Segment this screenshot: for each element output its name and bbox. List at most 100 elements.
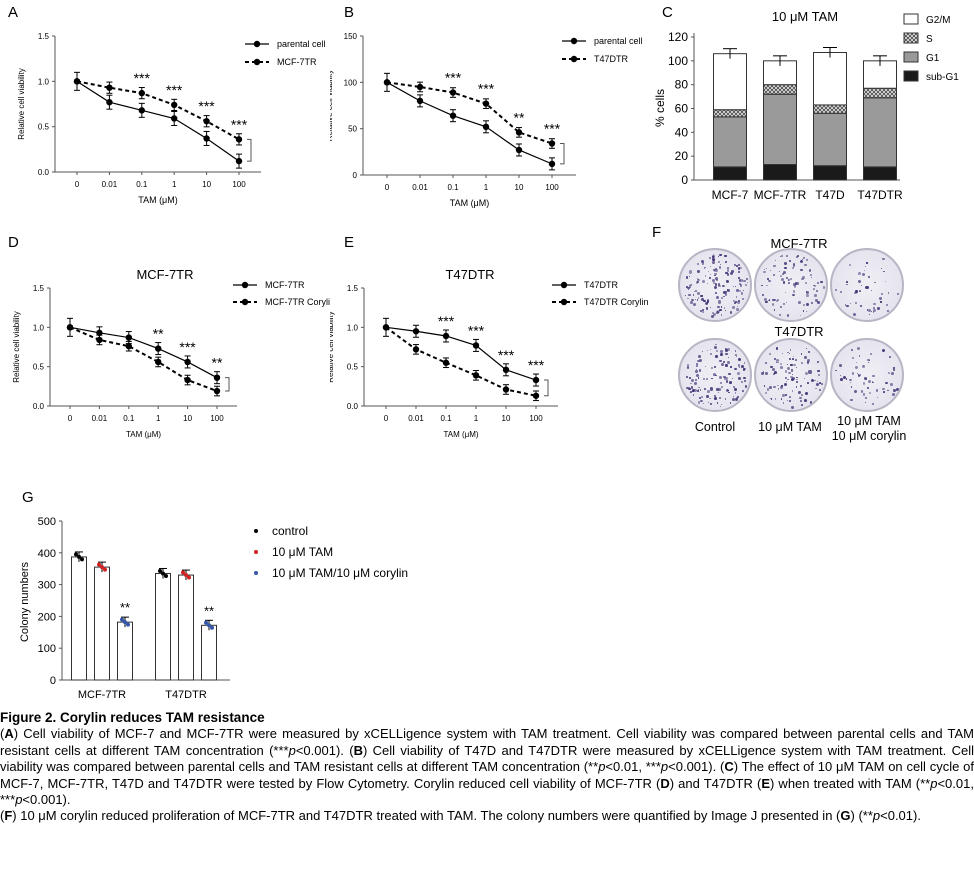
colony-dot (709, 273, 711, 276)
colony-dot (710, 265, 712, 267)
colony-dot (734, 302, 736, 304)
colony-dot (849, 379, 851, 382)
d-xtick-label: 1 (156, 414, 161, 423)
g-data-point (187, 575, 191, 580)
colony-dot (718, 266, 722, 269)
colony-dot (877, 396, 879, 398)
col-label-tam-corylin-1: 10 μM TAM (837, 414, 901, 428)
colony-dot (712, 255, 716, 259)
colony-dot (799, 396, 802, 400)
colony-dot (773, 386, 776, 389)
colony-dot (881, 257, 885, 261)
colony-dot (697, 401, 701, 404)
colony-dot (715, 374, 717, 377)
g-y-axis-label: Colony numbers (19, 561, 31, 642)
colony-dot (690, 382, 693, 385)
colony-dot (701, 310, 705, 314)
colony-dot (689, 286, 692, 289)
colony-dot (860, 284, 862, 286)
colony-image-panel: MCF-7TR T47DTR Control 10 μM TAM 10 μM T… (650, 222, 970, 452)
b-y-axis-label: Relative cell viability (330, 70, 334, 142)
colony-dot (788, 279, 790, 281)
g-bar (178, 574, 194, 681)
c-bar-4 (813, 51, 847, 106)
colony-dot (805, 290, 809, 294)
colony-dot (703, 299, 706, 303)
caption-title: Figure 2. Corylin reduces TAM resistance (0, 710, 265, 725)
panel-label-c: C (662, 4, 673, 21)
b-ytick-label: 150 (344, 32, 358, 41)
colony-dot (787, 367, 791, 371)
colony-dot (850, 386, 852, 388)
colony-dot (735, 296, 738, 298)
b-point (548, 140, 556, 147)
g-bar (201, 624, 217, 681)
colony-dot (818, 374, 821, 377)
colony-dot (764, 385, 766, 387)
colony-dot (804, 356, 808, 360)
colony-dot (785, 380, 788, 383)
colony-dot (805, 281, 808, 284)
a-legend-marker (253, 40, 261, 48)
colony-dot (738, 299, 741, 303)
colony-dot (696, 278, 698, 280)
colony-dot (796, 255, 799, 258)
colony-dot (734, 353, 737, 356)
colony-dot (766, 388, 770, 392)
colony-dot (813, 379, 816, 382)
colony-dot (697, 281, 700, 284)
c-legend-swatch (903, 70, 919, 82)
colony-dot (809, 273, 813, 276)
colony-dot (769, 365, 773, 369)
colony-dot (789, 260, 792, 263)
colony-dot (724, 376, 728, 381)
c-bar-3 (813, 104, 847, 114)
colony-dot (786, 255, 788, 258)
colony-dot (721, 362, 725, 366)
colony-dot (713, 282, 715, 284)
colony-dot (697, 292, 701, 296)
colony-dot (886, 303, 889, 306)
colony-dot (761, 293, 764, 297)
colony-dot (710, 306, 712, 308)
colony-dot (769, 398, 771, 400)
colony-dot (817, 300, 821, 304)
colony-dot (694, 382, 697, 386)
e-xtick-label: 100 (529, 414, 543, 423)
d-significance: ** (212, 355, 223, 371)
c-bar-4 (713, 53, 747, 111)
colony-dot (773, 298, 776, 301)
colony-dot (867, 380, 871, 384)
colony-dot (855, 361, 858, 364)
colony-dot (699, 399, 702, 402)
colony-dot (866, 262, 868, 264)
colony-dot (773, 264, 776, 268)
d-legend-marker (241, 298, 249, 306)
colony-dot (734, 392, 737, 394)
a-point (138, 89, 145, 97)
colony-dot (696, 365, 698, 367)
colony-dot (767, 299, 770, 301)
colony-dot (707, 390, 711, 394)
e-legend-label: T47DTR Corylin (584, 297, 649, 307)
colony-dot (720, 306, 723, 308)
colony-dot (784, 370, 788, 373)
a-xtick-label: 0 (75, 180, 80, 189)
colony-dot (789, 399, 792, 402)
colony-dot (712, 269, 715, 272)
colony-dot (791, 405, 795, 409)
b-significance: *** (445, 70, 462, 86)
c-xtick-label: MCF-7TR (754, 188, 807, 202)
colony-dot (815, 387, 817, 390)
colony-dot (803, 377, 806, 379)
a-point (106, 84, 113, 91)
a-xtick-label: 10 (202, 180, 211, 189)
g-data-point (210, 625, 214, 630)
e-xtick-label: 10 (502, 414, 511, 423)
colony-dot (782, 270, 786, 274)
d-ytick-label: 1.0 (33, 323, 45, 332)
colony-dot (822, 286, 826, 289)
e-point (532, 392, 540, 399)
colony-dot (713, 312, 717, 316)
colony-dot (705, 307, 709, 310)
